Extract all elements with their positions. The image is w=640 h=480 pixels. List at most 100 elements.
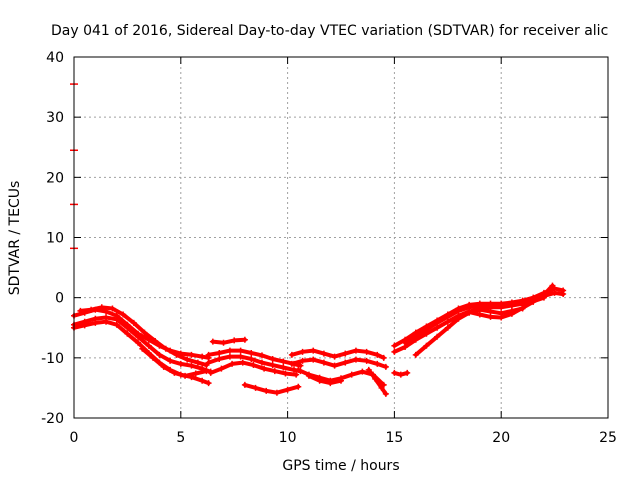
data-point (141, 329, 148, 336)
data-point (160, 363, 167, 370)
data-series-track-n (305, 372, 344, 387)
data-point (380, 354, 387, 361)
data-point (310, 356, 317, 363)
data-point (391, 348, 398, 355)
data-point (269, 356, 276, 363)
data-point (280, 358, 287, 365)
data-point (455, 315, 462, 322)
y-tick-label: 0 (55, 291, 64, 307)
data-point (476, 311, 483, 318)
data-point (139, 345, 146, 352)
data-point (295, 366, 302, 373)
data-point (391, 342, 398, 349)
x-tick-label: 0 (70, 430, 79, 446)
data-point (508, 310, 515, 317)
data-point (487, 308, 494, 315)
data-point (130, 319, 137, 326)
data-point (374, 351, 381, 358)
data-series-track-a (71, 306, 212, 361)
data-point (88, 306, 95, 313)
data-point (109, 305, 116, 312)
data-series-track-u (391, 369, 411, 378)
data-point (282, 370, 289, 377)
data-point (77, 307, 84, 314)
data-point (241, 381, 248, 388)
data-series-track-e (139, 345, 210, 379)
series-line (366, 367, 388, 396)
data-point (273, 389, 280, 396)
data-point (216, 356, 223, 363)
data-point (124, 330, 131, 337)
data-point (551, 289, 558, 296)
data-point (466, 309, 473, 316)
data-point (135, 333, 142, 340)
data-point (423, 326, 430, 333)
x-tick-label: 25 (599, 430, 617, 446)
data-point (284, 386, 291, 393)
data-point (402, 339, 409, 346)
series-line (289, 348, 386, 360)
series-line (72, 307, 211, 360)
series-line (206, 348, 303, 368)
data-point (173, 351, 180, 358)
y-tick-label: 10 (46, 231, 64, 247)
data-point (205, 351, 212, 358)
y-tick-label: 40 (46, 50, 64, 66)
data-layer (70, 83, 567, 397)
data-point (182, 372, 189, 379)
data-point (297, 362, 304, 369)
data-point (348, 371, 355, 378)
data-point (113, 316, 120, 323)
data-point (363, 348, 370, 355)
data-point (342, 359, 349, 366)
data-point (455, 307, 462, 314)
data-point (412, 333, 419, 340)
data-point (171, 369, 178, 376)
data-point (288, 360, 295, 367)
data-point (241, 336, 248, 343)
data-point (156, 351, 163, 358)
data-point (374, 360, 381, 367)
data-series-track-r (402, 294, 547, 346)
data-point (199, 377, 206, 384)
x-tick-label: 20 (492, 430, 510, 446)
data-point (231, 337, 238, 344)
data-point (218, 365, 225, 372)
data-point (92, 319, 99, 326)
data-point (412, 351, 419, 358)
data-series-track-f (205, 347, 304, 369)
data-point (487, 301, 494, 308)
data-point (203, 368, 210, 375)
data-point (299, 357, 306, 364)
data-point (209, 338, 216, 345)
data-point (549, 282, 556, 289)
y-tick-label: 20 (46, 170, 64, 186)
series-line (242, 382, 301, 395)
data-series-track-t (466, 282, 556, 321)
data-point (120, 311, 127, 318)
data-point (434, 333, 441, 340)
data-point (103, 318, 110, 325)
data-point (135, 339, 142, 346)
data-point (391, 369, 398, 376)
data-point (372, 375, 379, 382)
data-series-track-h (207, 359, 300, 378)
data-point (378, 384, 385, 391)
data-series-track-o (365, 366, 389, 397)
data-point (444, 313, 451, 320)
data-point (145, 342, 152, 349)
x-tick-label: 5 (176, 430, 185, 446)
data-point (152, 337, 159, 344)
data-point (331, 353, 338, 360)
data-point (310, 347, 317, 354)
data-point (359, 368, 366, 375)
data-point (444, 324, 451, 331)
data-point (113, 321, 120, 328)
data-point (162, 345, 169, 352)
data-series-track-l (288, 356, 389, 370)
data-point (404, 369, 411, 376)
data-point (248, 356, 255, 363)
data-point (519, 304, 526, 311)
data-point (194, 359, 201, 366)
